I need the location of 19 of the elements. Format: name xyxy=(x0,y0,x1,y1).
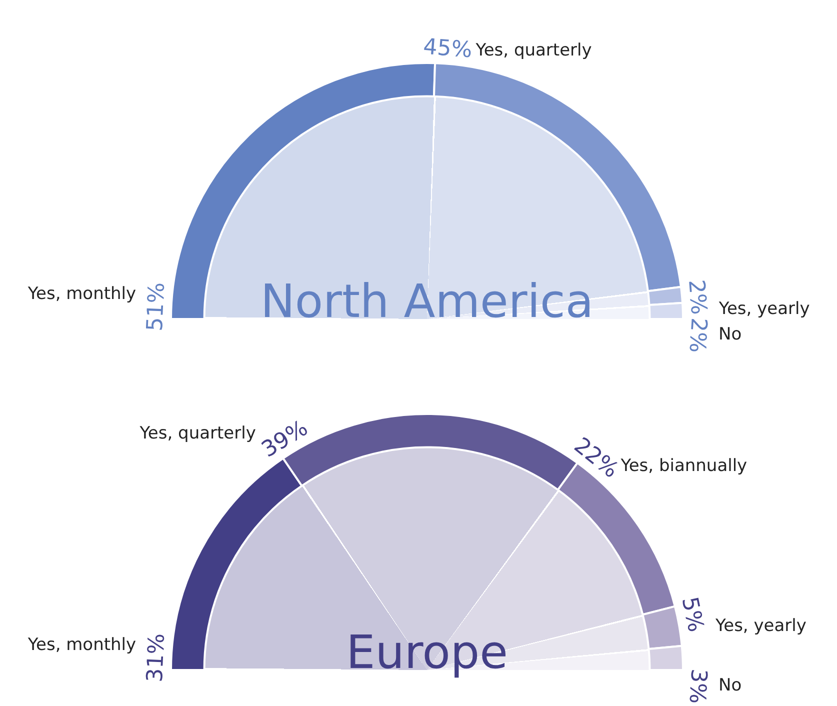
slice-label: Yes, quarterly xyxy=(138,423,256,444)
data-label: 51% xyxy=(142,282,170,332)
data-label: 2% xyxy=(683,278,711,316)
slice-label: Yes, monthly xyxy=(26,635,136,656)
data-label: 2% xyxy=(684,317,711,354)
slice-label: Yes, biannually xyxy=(620,456,748,476)
slice-label: Yes, yearly xyxy=(718,298,810,319)
data-label: 39% xyxy=(258,416,312,463)
slice-label: No xyxy=(718,676,742,696)
slice-label: No xyxy=(718,324,742,345)
slice-label: Yes, quarterly xyxy=(474,40,592,60)
data-label: 31% xyxy=(142,632,170,683)
data-label: 45% xyxy=(422,34,473,64)
slice-label: Yes, monthly xyxy=(26,284,136,304)
data-label: 5% xyxy=(676,594,708,634)
data-label: 3% xyxy=(684,668,711,704)
text: North America xyxy=(260,274,594,328)
slice-label: Yes, yearly xyxy=(714,616,806,636)
text: Europe xyxy=(346,625,508,679)
